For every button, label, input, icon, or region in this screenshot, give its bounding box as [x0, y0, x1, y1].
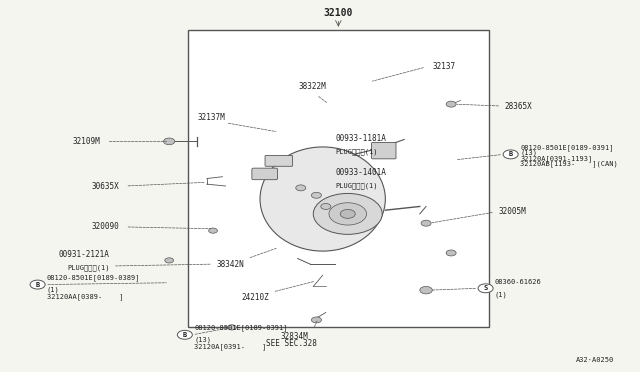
Text: 32120A[0391-    ]: 32120A[0391- ] [194, 343, 266, 350]
Circle shape [177, 330, 193, 339]
Text: 08120-8501E[0189-0391]: 08120-8501E[0189-0391] [194, 324, 288, 331]
Text: PLUGプラグ(1): PLUGプラグ(1) [335, 149, 378, 155]
Text: (13): (13) [520, 150, 537, 156]
Circle shape [340, 209, 355, 218]
Circle shape [314, 193, 382, 234]
Circle shape [446, 250, 456, 256]
Text: 00933-1401A: 00933-1401A [335, 168, 386, 177]
Text: B: B [35, 282, 40, 288]
Text: (13): (13) [194, 337, 211, 343]
Text: 08120-8501E[0189-0391]: 08120-8501E[0189-0391] [520, 144, 614, 151]
Circle shape [446, 101, 456, 107]
Ellipse shape [260, 147, 385, 251]
Text: S: S [483, 285, 488, 291]
Text: 00931-2121A: 00931-2121A [59, 250, 109, 259]
Circle shape [478, 284, 493, 293]
Text: (1): (1) [495, 291, 508, 298]
Circle shape [503, 150, 518, 159]
Text: PLUGプラグ(1): PLUGプラグ(1) [335, 182, 378, 189]
Text: PLUGプラグ(1): PLUGプラグ(1) [67, 265, 109, 272]
Text: A32·A0250: A32·A0250 [576, 357, 614, 363]
Text: B: B [182, 332, 187, 338]
Text: 32120A[0391-1193]: 32120A[0391-1193] [520, 155, 592, 162]
Text: 32834M: 32834M [280, 332, 308, 341]
Circle shape [312, 192, 321, 198]
Text: 32137: 32137 [433, 62, 456, 71]
Text: 00933-1181A: 00933-1181A [335, 134, 386, 143]
Text: 38322M: 38322M [298, 82, 326, 91]
Text: 08360-61626: 08360-61626 [495, 279, 541, 285]
Text: 30635X: 30635X [92, 182, 119, 190]
Circle shape [209, 228, 218, 233]
Text: 38342N: 38342N [216, 260, 244, 269]
Circle shape [296, 185, 306, 191]
Text: 08120-8501E[0189-0389]: 08120-8501E[0189-0389] [47, 274, 141, 281]
Circle shape [312, 317, 321, 323]
Circle shape [30, 280, 45, 289]
Text: SEE SEC.328: SEE SEC.328 [266, 339, 317, 348]
Text: 32005M: 32005M [498, 207, 526, 216]
Circle shape [321, 203, 331, 209]
FancyBboxPatch shape [265, 155, 292, 166]
FancyBboxPatch shape [252, 168, 278, 180]
Text: 24210Z: 24210Z [242, 293, 269, 302]
Text: 32100: 32100 [324, 8, 353, 18]
Text: 32120AA[0389-    ]: 32120AA[0389- ] [47, 293, 124, 299]
Circle shape [329, 203, 367, 225]
Text: B: B [509, 151, 513, 157]
Text: 32137M: 32137M [198, 113, 225, 122]
Text: 320090: 320090 [92, 222, 119, 231]
Text: (1): (1) [47, 286, 60, 293]
FancyBboxPatch shape [372, 142, 396, 159]
Text: 32109M: 32109M [72, 137, 100, 146]
Circle shape [164, 258, 173, 263]
Circle shape [164, 138, 175, 145]
Circle shape [420, 286, 433, 294]
Text: 28365X: 28365X [504, 102, 532, 110]
Circle shape [227, 325, 236, 330]
Text: 32120AB[1193-    ](CAN): 32120AB[1193- ](CAN) [520, 161, 618, 167]
Circle shape [421, 220, 431, 226]
Bar [188, 30, 489, 327]
